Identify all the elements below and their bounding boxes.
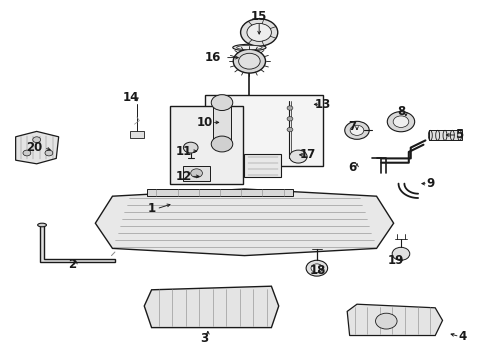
Circle shape [190,169,202,177]
Bar [212,103,231,144]
Text: 18: 18 [309,264,325,277]
Circle shape [211,95,232,111]
Text: 3: 3 [200,332,208,345]
Text: 1: 1 [147,202,155,215]
Circle shape [33,137,41,143]
Text: 7: 7 [347,120,355,132]
Text: 2: 2 [68,258,76,271]
Circle shape [286,117,292,121]
Text: 17: 17 [299,148,316,161]
Polygon shape [346,304,442,336]
Polygon shape [16,131,59,164]
Circle shape [310,264,322,273]
Bar [244,154,281,177]
Circle shape [23,150,31,156]
Circle shape [240,19,277,46]
Polygon shape [428,130,461,140]
Text: 11: 11 [175,145,191,158]
Circle shape [233,49,265,73]
Circle shape [238,53,260,69]
Circle shape [246,23,271,41]
Circle shape [391,247,409,260]
Circle shape [305,260,327,276]
Polygon shape [95,189,393,256]
Circle shape [349,125,363,135]
Bar [129,131,144,138]
Text: 16: 16 [204,51,221,64]
Text: 12: 12 [175,170,191,183]
Ellipse shape [232,44,265,51]
Circle shape [386,112,414,132]
Text: 13: 13 [314,98,330,111]
Text: 14: 14 [122,91,139,104]
Circle shape [392,116,408,127]
Circle shape [286,127,292,132]
Bar [183,166,210,181]
Ellipse shape [236,45,262,50]
Text: 10: 10 [196,116,212,129]
Text: 6: 6 [347,161,355,174]
Bar [205,95,322,166]
Text: 8: 8 [396,105,404,118]
Circle shape [183,142,198,153]
Text: 19: 19 [387,255,404,267]
Text: 9: 9 [426,177,433,190]
Text: 20: 20 [26,141,42,154]
Circle shape [286,106,292,110]
Text: 4: 4 [457,330,465,343]
Text: 5: 5 [455,129,463,141]
Polygon shape [144,286,278,328]
Polygon shape [146,189,293,196]
Text: 15: 15 [250,10,267,23]
Bar [170,106,242,184]
Polygon shape [40,225,115,262]
Circle shape [45,150,53,156]
Circle shape [211,136,232,152]
Circle shape [375,313,396,329]
Ellipse shape [38,223,46,227]
Circle shape [289,150,306,163]
Circle shape [344,121,368,139]
